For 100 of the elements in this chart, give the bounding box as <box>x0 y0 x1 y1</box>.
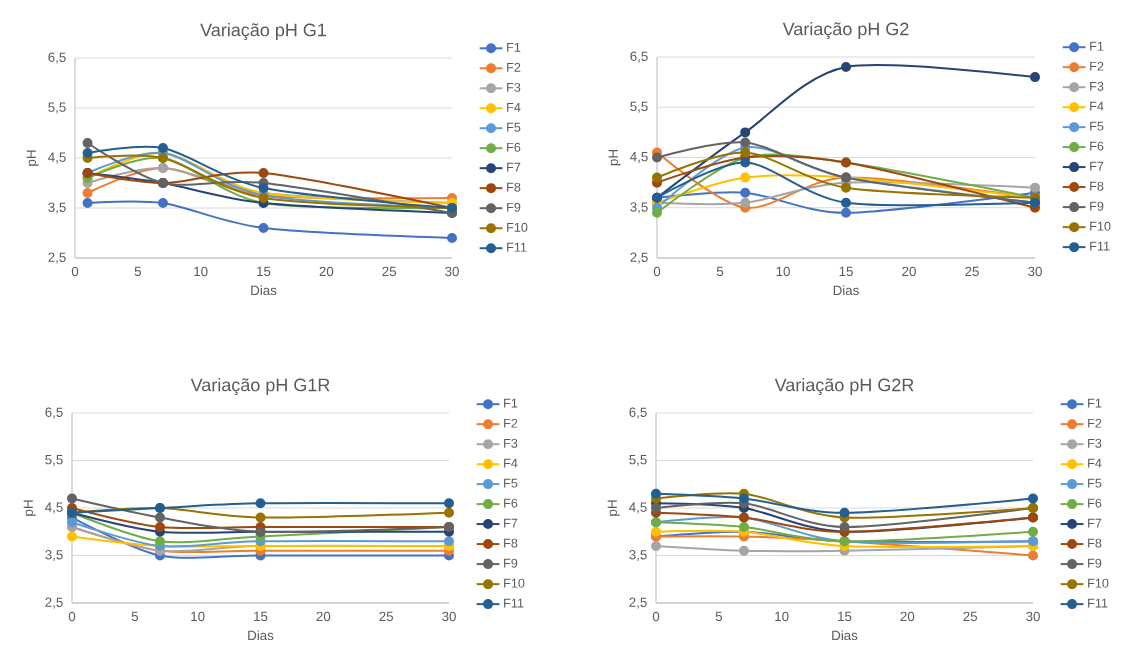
x-tick-label: 20 <box>316 611 331 622</box>
y-tick-label: 3,5 <box>48 202 66 214</box>
y-tick-label: 4,5 <box>630 152 648 163</box>
y-axis-title: pH <box>608 150 621 166</box>
legend-label: F2 <box>507 62 521 72</box>
y-tick-label: 2,5 <box>629 597 647 609</box>
legend-label: F3 <box>504 438 518 448</box>
legend-label: F6 <box>504 498 518 508</box>
x-axis-title: Dias <box>832 630 858 641</box>
legend-label: F10 <box>1088 578 1109 588</box>
x-tick-label: 30 <box>1028 266 1042 277</box>
legend-label: F1 <box>1090 41 1104 51</box>
legend-label: F9 <box>507 202 521 212</box>
legend-label: F3 <box>1090 81 1104 91</box>
legend-label: F2 <box>1090 61 1104 71</box>
legend-label: F1 <box>504 398 518 408</box>
x-tick-label: 5 <box>715 611 722 622</box>
legend-label: F2 <box>504 418 518 428</box>
x-tick-label: 25 <box>382 266 397 277</box>
y-axis-title: pH <box>26 150 39 166</box>
x-tick-label: 5 <box>131 611 138 622</box>
x-tick-label: 0 <box>653 266 661 277</box>
x-tick-label: 25 <box>379 611 394 622</box>
legend-label: F5 <box>504 478 518 488</box>
legend-label: F8 <box>507 182 521 192</box>
x-tick-label: 5 <box>716 266 724 277</box>
y-tick-label: 3,5 <box>630 202 648 214</box>
x-tick-label: 10 <box>194 266 208 277</box>
legend-label: F7 <box>504 518 518 528</box>
y-tick-label: 3,5 <box>45 550 63 562</box>
legend-label: F10 <box>507 222 528 232</box>
x-tick-label: 25 <box>965 266 979 277</box>
legend-label: F7 <box>1090 161 1104 171</box>
chart-title: Variação pH G2R <box>774 378 914 395</box>
legend-label: F2 <box>1088 418 1102 428</box>
legend-label: F4 <box>504 458 518 468</box>
legend-label: F8 <box>504 538 518 548</box>
y-tick-label: 4,5 <box>48 152 66 164</box>
legend-label: F7 <box>1088 518 1102 528</box>
x-tick-label: 0 <box>71 266 79 277</box>
x-tick-label: 20 <box>319 266 334 277</box>
x-tick-label: 15 <box>257 266 271 277</box>
legend-label: F8 <box>1088 538 1102 548</box>
x-tick-label: 25 <box>963 611 978 622</box>
y-tick-label: 4,5 <box>45 502 63 514</box>
x-tick-label: 10 <box>776 266 790 277</box>
legend-label: F6 <box>507 142 521 152</box>
chart-title: Variação pH G1R <box>190 378 330 395</box>
x-tick-label: 10 <box>775 611 789 622</box>
legend-label: F1 <box>1088 398 1102 408</box>
legend-label: F11 <box>504 598 524 608</box>
y-tick-label: 4,5 <box>629 502 647 514</box>
y-tick-label: 5,5 <box>630 101 648 113</box>
y-tick-label: 2,5 <box>630 252 648 264</box>
x-axis-title: Dias <box>248 630 274 641</box>
y-axis-title: pH <box>23 500 36 516</box>
x-tick-label: 30 <box>1026 611 1040 622</box>
y-axis-title: pH <box>607 500 620 516</box>
legend-label: F6 <box>1088 498 1102 508</box>
x-tick-label: 15 <box>254 611 268 622</box>
legend-label: F7 <box>507 162 521 172</box>
legend-label: F4 <box>1090 101 1104 111</box>
legend-label: F11 <box>1088 598 1108 608</box>
x-tick-label: 5 <box>134 266 141 277</box>
y-tick-label: 6,5 <box>629 407 647 419</box>
legend-label: F5 <box>1090 121 1104 131</box>
y-tick-label: 5,5 <box>629 455 647 466</box>
y-tick-label: 6,5 <box>48 52 66 64</box>
legend-label: F11 <box>1090 241 1110 251</box>
x-axis-title: Dias <box>833 285 859 296</box>
x-tick-label: 30 <box>442 611 456 622</box>
y-tick-label: 5,5 <box>48 102 66 114</box>
legend-label: F5 <box>1088 478 1102 488</box>
x-tick-label: 30 <box>445 266 459 277</box>
chart-title: Variação pH G2 <box>782 22 909 39</box>
chart-title: Variação pH G1 <box>200 23 326 40</box>
y-tick-label: 6,5 <box>630 51 648 63</box>
legend-label: F1 <box>507 42 521 52</box>
legend-label: F9 <box>504 558 518 568</box>
x-tick-label: 0 <box>68 611 76 622</box>
legend-label: F10 <box>504 578 525 588</box>
y-tick-label: 6,5 <box>45 407 63 419</box>
x-axis-title: Dias <box>251 285 277 296</box>
legend-label: F10 <box>1090 221 1111 231</box>
y-tick-label: 2,5 <box>48 252 66 264</box>
legend-label: F4 <box>507 102 521 112</box>
y-tick-label: 3,5 <box>629 550 647 562</box>
x-tick-label: 10 <box>191 611 205 622</box>
legend-label: F11 <box>507 242 527 252</box>
legend-label: F6 <box>1090 141 1104 151</box>
legend-label: F4 <box>1088 458 1102 468</box>
x-tick-label: 20 <box>902 266 916 277</box>
legend-label: F5 <box>507 122 521 132</box>
legend-label: F9 <box>1088 558 1102 568</box>
x-tick-label: 15 <box>838 611 852 622</box>
x-tick-label: 0 <box>652 611 660 622</box>
x-tick-label: 20 <box>900 611 915 622</box>
x-tick-label: 15 <box>839 266 853 277</box>
legend-label: F9 <box>1090 201 1104 211</box>
y-tick-label: 2,5 <box>45 597 63 609</box>
